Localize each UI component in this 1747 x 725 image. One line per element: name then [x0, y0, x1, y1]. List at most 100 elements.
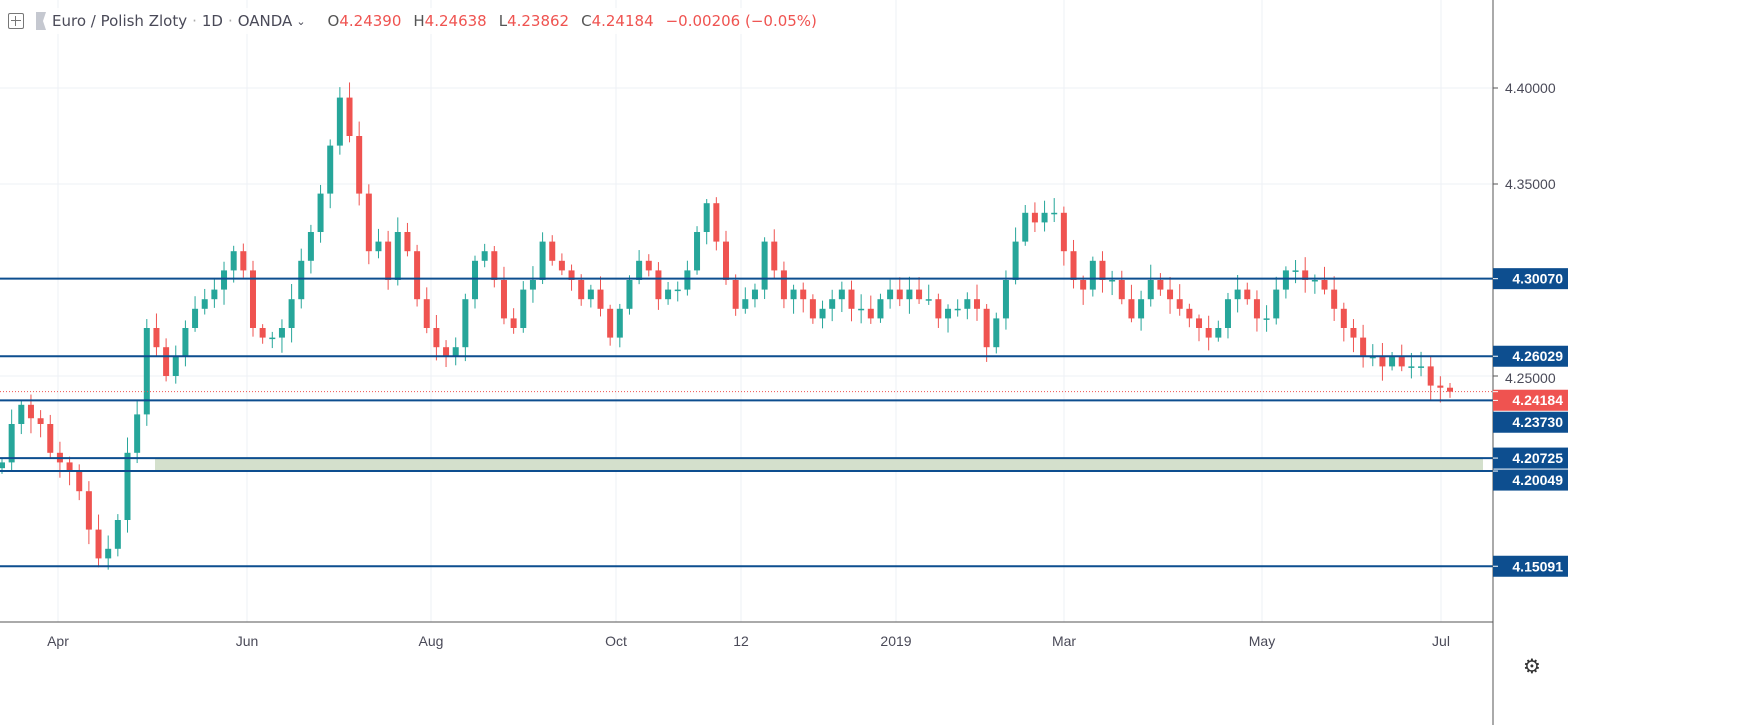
- candle-down: [1321, 280, 1328, 290]
- candle-up: [684, 270, 691, 290]
- candle-up: [906, 289, 913, 300]
- candle-up: [1292, 270, 1299, 272]
- candle-down: [163, 347, 170, 376]
- candle-down: [800, 289, 807, 300]
- candle-down: [66, 462, 73, 472]
- level-price-label: 4.26029: [1512, 348, 1563, 364]
- candle-down: [404, 232, 411, 252]
- candle-down: [1176, 299, 1183, 309]
- support-zone: [155, 458, 1483, 472]
- candle-up: [192, 308, 199, 328]
- candle-down: [1080, 280, 1087, 290]
- candle-up: [1408, 366, 1415, 368]
- candle-up: [1109, 280, 1116, 282]
- candle-down: [578, 280, 585, 300]
- chart-legend: Euro / Polish Zloty · 1D · OANDA ⌄ O4.24…: [8, 8, 817, 34]
- candle-up: [124, 452, 131, 520]
- candle-up: [317, 193, 324, 232]
- candle-up: [452, 347, 459, 357]
- candle-down: [1340, 308, 1347, 328]
- candle-down: [1350, 328, 1357, 338]
- time-tick-label: 12: [733, 633, 749, 649]
- candle-up: [520, 289, 527, 328]
- low-value: L4.23862: [498, 12, 570, 30]
- candle-down: [1302, 270, 1309, 280]
- symbol-name[interactable]: Euro / Polish Zloty: [52, 12, 188, 30]
- candle-up: [1369, 356, 1376, 359]
- candle-down: [732, 280, 739, 309]
- time-tick-label: Jun: [236, 633, 259, 649]
- expand-icon[interactable]: [8, 13, 24, 29]
- candle-up: [375, 241, 382, 252]
- candle-up: [1147, 280, 1154, 300]
- candle-down: [1398, 356, 1405, 367]
- candle-down: [1031, 212, 1038, 223]
- candle-down: [607, 308, 614, 338]
- candle-down: [1167, 289, 1174, 300]
- candle-down: [240, 251, 247, 271]
- time-tick-label: Aug: [419, 633, 444, 649]
- candle-down: [414, 251, 421, 300]
- candle-up: [1311, 280, 1318, 282]
- time-tick-label: Apr: [47, 633, 69, 649]
- candle-up: [114, 520, 121, 549]
- candle-down: [645, 260, 652, 271]
- candle-up: [221, 270, 228, 290]
- time-tick-label: Mar: [1052, 633, 1076, 649]
- candle-up: [964, 299, 971, 309]
- candle-down: [500, 280, 507, 319]
- change-value: −0.00206 (−0.05%): [665, 12, 817, 30]
- candle-up: [1273, 289, 1280, 319]
- candle-up: [877, 299, 884, 319]
- candle-down: [1186, 308, 1193, 319]
- candle-up: [751, 289, 758, 300]
- candle-down: [423, 299, 430, 328]
- candle-up: [616, 308, 623, 338]
- gear-icon[interactable]: ⚙: [1523, 654, 1541, 678]
- candle-up: [288, 299, 295, 328]
- candle-down: [76, 472, 83, 492]
- candle-up: [1224, 299, 1231, 328]
- candle-up: [134, 414, 141, 453]
- candle-up: [462, 299, 469, 348]
- candle-down: [771, 241, 778, 271]
- chevron-down-icon[interactable]: ⌄: [296, 14, 306, 28]
- candle-up: [838, 289, 845, 300]
- candle-down: [47, 424, 54, 453]
- current-price-label-box: [1493, 389, 1568, 411]
- candle-down: [510, 318, 517, 328]
- candle-down: [1157, 280, 1164, 290]
- level-price-label: 4.23730: [1512, 414, 1563, 430]
- candle-down: [1205, 328, 1212, 338]
- price-tick-label: 4.40000: [1505, 80, 1556, 96]
- level-price-label: 4.20725: [1512, 450, 1563, 466]
- time-tick-label: May: [1249, 633, 1275, 649]
- price-tick-label: 4.35000: [1505, 176, 1556, 192]
- candle-down: [973, 299, 980, 309]
- candle-up: [1263, 318, 1270, 320]
- candle-up: [307, 232, 314, 261]
- candle-down: [491, 251, 498, 280]
- candle-up: [182, 328, 189, 357]
- time-tick-label: Jul: [1432, 633, 1450, 649]
- candle-up: [674, 289, 681, 292]
- candle-up: [1089, 260, 1096, 290]
- interval[interactable]: 1D: [201, 12, 223, 30]
- high-value: H4.24638: [413, 12, 487, 30]
- level-price-label-box: [1493, 447, 1568, 469]
- candle-up: [481, 251, 488, 261]
- candle-up: [336, 97, 343, 146]
- candle-down: [249, 270, 256, 328]
- candle-down: [1244, 289, 1251, 300]
- candle-down: [1253, 299, 1260, 319]
- candle-down: [1437, 385, 1444, 388]
- candle-down: [848, 289, 855, 309]
- candle-down: [1379, 356, 1386, 367]
- candle-up: [1022, 212, 1029, 242]
- candle-down: [1427, 366, 1434, 386]
- candle-down: [365, 193, 372, 252]
- candle-up: [1138, 299, 1145, 319]
- candle-up: [18, 404, 25, 424]
- candle-down: [809, 299, 816, 319]
